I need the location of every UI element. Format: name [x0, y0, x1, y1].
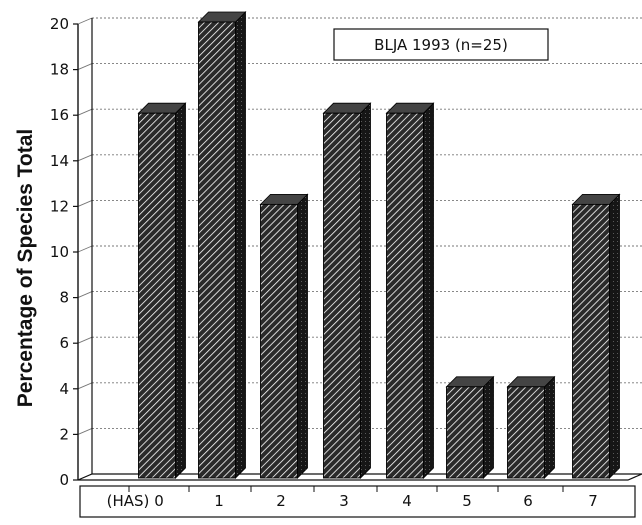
bar-front — [386, 112, 424, 479]
x-tick-label: 7 — [588, 492, 598, 510]
y-tick-label: 0 — [59, 471, 69, 489]
bar-5 — [445, 375, 495, 479]
bar-side — [360, 102, 371, 479]
gridline-depth — [77, 291, 93, 299]
y-tick-label: 6 — [59, 334, 69, 352]
legend-text: BLJA 1993 (n=25) — [374, 36, 508, 54]
y-axis-label: Percentage of Species Total — [14, 129, 37, 408]
gridline-depth — [77, 154, 93, 162]
y-tick-label: 4 — [59, 380, 69, 398]
bar-front — [507, 386, 545, 479]
x-tick-label: 4 — [402, 492, 412, 510]
bar-side — [544, 375, 555, 479]
bar-7 — [571, 193, 621, 479]
bar-2 — [259, 193, 309, 479]
gridline-depth — [77, 199, 93, 207]
gridline-depth — [77, 108, 93, 116]
x-tick-label: 6 — [523, 492, 533, 510]
gridline-depth — [77, 245, 93, 253]
x-tick-label: 1 — [214, 492, 224, 510]
y-tick-label: 2 — [59, 425, 69, 443]
category-box — [79, 485, 636, 518]
y-tick-label: 8 — [59, 289, 69, 307]
x-tick-label: 2 — [276, 492, 286, 510]
bar-4 — [385, 102, 435, 479]
y-tick-labels: 0 2 4 6 8 10 12 14 16 18 20 — [50, 15, 78, 489]
gridline-depth — [77, 17, 93, 25]
legend-box — [333, 28, 549, 61]
bar-front — [260, 203, 298, 479]
bar-side — [609, 193, 620, 479]
x-tick-label: 0 — [154, 492, 164, 510]
bar-front — [198, 21, 236, 479]
x-prefix-label: (HAS) — [107, 492, 150, 510]
legend: BLJA 1993 (n=25) — [333, 28, 549, 61]
y-tick-label: 10 — [50, 243, 69, 261]
gridline-depth — [77, 382, 93, 390]
bars — [137, 11, 621, 479]
x-tick-label: 3 — [339, 492, 349, 510]
y-tick-label: 20 — [50, 15, 69, 33]
gridline-depth — [77, 336, 93, 344]
bar-front — [323, 112, 361, 479]
bar-0 — [137, 102, 187, 479]
bar-side — [423, 102, 434, 479]
x-tick-label: 5 — [462, 492, 472, 510]
gridline-depth — [77, 427, 93, 435]
bar-front — [446, 386, 484, 479]
bar-front — [572, 203, 610, 479]
bar-3 — [322, 102, 372, 479]
bar-front — [138, 112, 176, 479]
chart-gridlines — [77, 17, 642, 481]
y-tick-label: 14 — [50, 152, 69, 170]
gridline-depth — [77, 63, 93, 71]
bar-1 — [197, 11, 247, 479]
y-tick-label: 18 — [50, 61, 69, 79]
bar-side — [483, 375, 494, 479]
bar-side — [175, 102, 186, 479]
y-tick-label: 16 — [50, 106, 69, 124]
bar-side — [297, 193, 308, 479]
x-category-row: (HAS) 0 1 2 3 4 5 6 7 — [79, 485, 636, 518]
bar-side — [235, 11, 246, 479]
y-tick-label: 12 — [50, 197, 69, 215]
bar-6 — [506, 375, 556, 479]
